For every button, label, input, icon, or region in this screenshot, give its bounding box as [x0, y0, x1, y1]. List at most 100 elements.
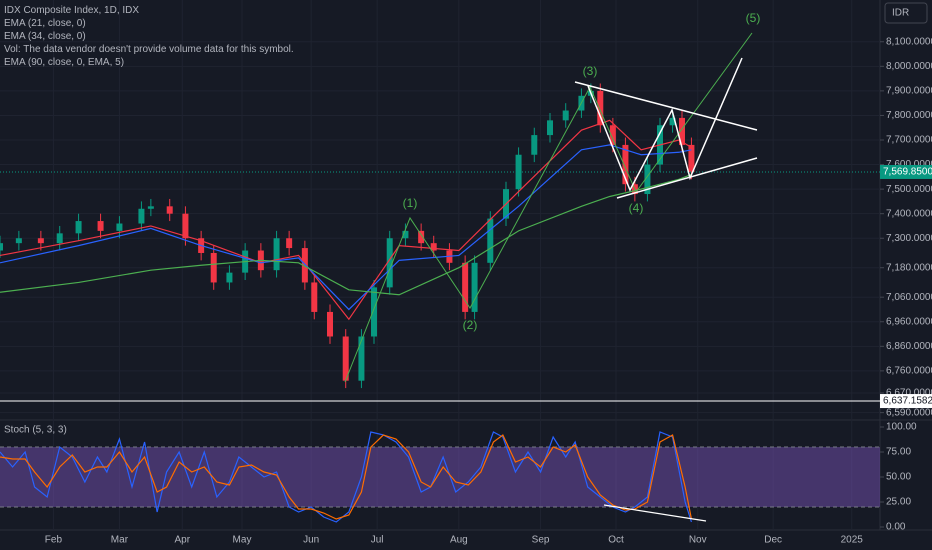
y-tick-label: 7,060.0000 — [886, 292, 932, 303]
legend-item: Vol: The data vendor doesn't provide vol… — [4, 44, 294, 55]
legend: IDX Composite Index, 1D, IDX EMA (21, cl… — [4, 4, 294, 69]
y-tick-label: 75.00 — [886, 447, 911, 458]
level-box — [880, 394, 932, 409]
candle-body — [311, 282, 318, 312]
candle-body — [644, 164, 651, 195]
last-price-label: 7,569.8500 — [883, 167, 932, 178]
candle-body — [182, 213, 189, 239]
candle-body — [487, 218, 494, 263]
wave-label: (5) — [746, 11, 761, 25]
ema-line — [0, 173, 692, 296]
x-tick-label: Nov — [689, 535, 707, 546]
y-tick-label: 25.00 — [886, 497, 911, 508]
candle-body — [597, 90, 604, 126]
y-tick-label: 8,000.0000 — [886, 61, 932, 72]
y-tick-label: 7,300.0000 — [886, 233, 932, 244]
candle-body — [286, 238, 293, 249]
y-tick-label: 7,180.0000 — [886, 262, 932, 273]
candle-body — [462, 262, 469, 312]
candle-body — [609, 125, 616, 145]
candle-body — [210, 252, 217, 283]
y-tick-label: 100.00 — [886, 422, 917, 433]
wave-line — [344, 32, 753, 383]
wave-label: (2) — [463, 318, 478, 332]
stoch-band — [0, 447, 880, 507]
ema-line — [0, 144, 692, 311]
x-tick-label: Aug — [450, 535, 468, 546]
trendline — [616, 157, 758, 199]
candle-body — [402, 230, 409, 239]
candle-body — [531, 135, 538, 155]
candle-body — [342, 336, 349, 381]
currency-button[interactable] — [884, 2, 928, 24]
x-tick-label: Oct — [608, 535, 624, 546]
stoch-line — [0, 434, 693, 520]
candle-body — [371, 287, 377, 337]
y-tick-label: 7,400.0000 — [886, 208, 932, 219]
y-tick-label: 7,800.0000 — [886, 110, 932, 121]
x-tick-label: Dec — [764, 535, 782, 546]
x-tick-label: Feb — [45, 535, 63, 546]
candle-body — [138, 208, 145, 224]
candle-body — [430, 243, 437, 251]
x-tick-label: Mar — [111, 535, 129, 546]
divergence-line — [603, 504, 707, 522]
x-tick-label: 2025 — [841, 535, 864, 546]
y-tick-label: 8,100.0000 — [886, 36, 932, 47]
candle-body — [226, 272, 233, 283]
candle-body — [273, 238, 280, 271]
candle-body — [562, 110, 569, 121]
y-tick-label: 6,760.0000 — [886, 366, 932, 377]
x-tick-label: Jun — [303, 535, 319, 546]
candle-body — [75, 221, 82, 234]
x-tick-label: Jul — [371, 535, 384, 546]
candle-body — [56, 233, 63, 244]
symbol: IDX Composite Index, 1D, IDX — [4, 5, 140, 16]
candle-body — [327, 311, 333, 337]
legend-item: EMA (90, close, 0, EMA, 5) — [4, 57, 125, 68]
currency[interactable]: IDR — [892, 8, 909, 19]
y-tick-label: 0.00 — [886, 522, 906, 533]
legend-item: EMA (34, close, 0) — [4, 31, 86, 42]
x-tick-label: May — [233, 535, 252, 546]
candle-body — [669, 117, 676, 126]
y-tick-label: 7,900.0000 — [886, 86, 932, 97]
candle-body — [301, 248, 308, 283]
projection-line — [587, 57, 743, 192]
candle-body — [386, 238, 393, 288]
candle-body — [622, 144, 629, 185]
legend-item: EMA (21, close, 0) — [4, 18, 86, 29]
candle-body — [166, 206, 173, 214]
candle-body — [0, 243, 3, 251]
candle-body — [116, 223, 123, 231]
wave-label: (1) — [403, 196, 418, 210]
stoch-title: Stoch (5, 3, 3) — [4, 425, 67, 436]
level-label: 6,637.1582 — [883, 396, 932, 407]
y-tick-label: 6,860.0000 — [886, 341, 932, 352]
x-tick-label: Apr — [175, 535, 191, 546]
y-tick-label: 7,500.0000 — [886, 184, 932, 195]
candle-body — [471, 262, 478, 312]
candle-body — [358, 336, 365, 381]
candle-body — [515, 154, 522, 190]
last-price-box — [880, 164, 932, 179]
y-tick-label: 6,590.0000 — [886, 407, 932, 418]
candle-body — [15, 238, 22, 244]
x-tick-label: Sep — [532, 535, 550, 546]
candle-body — [37, 238, 44, 244]
candle-body — [688, 144, 695, 172]
candle-body — [679, 117, 685, 145]
y-tick-label: 50.00 — [886, 472, 911, 483]
candle-body — [97, 221, 104, 231]
drawings — [344, 32, 758, 522]
trendline — [574, 81, 758, 131]
candle-body — [147, 206, 154, 209]
y-tick-label: 6,960.0000 — [886, 316, 932, 327]
wave-label: (3) — [583, 64, 598, 78]
y-tick-label: 7,700.0000 — [886, 135, 932, 146]
candle-body — [547, 120, 553, 136]
wave-label: (4) — [629, 201, 644, 215]
y-tick-label: 7,600.0000 — [886, 159, 932, 170]
